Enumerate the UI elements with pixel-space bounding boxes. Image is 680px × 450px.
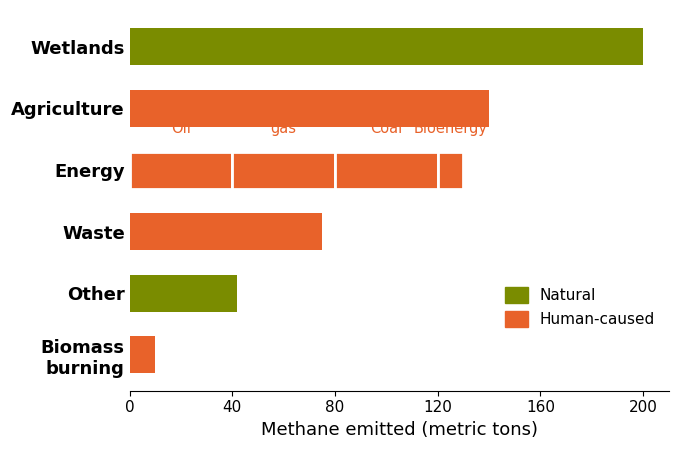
Bar xyxy=(130,213,322,250)
Bar xyxy=(335,152,438,189)
Text: Bioenergy: Bioenergy xyxy=(413,121,488,136)
Bar xyxy=(130,275,237,312)
Bar xyxy=(438,152,464,189)
Bar xyxy=(130,152,233,189)
X-axis label: Methane emitted (metric tons): Methane emitted (metric tons) xyxy=(260,421,538,439)
Bar xyxy=(130,90,489,127)
Legend: Natural, Human-caused: Natural, Human-caused xyxy=(498,281,661,333)
Bar xyxy=(130,337,155,374)
Text: Oil: Oil xyxy=(171,121,191,136)
Text: Natural
gas: Natural gas xyxy=(256,108,311,136)
Bar xyxy=(233,152,335,189)
Bar xyxy=(130,28,643,65)
Text: Coal: Coal xyxy=(371,121,403,136)
